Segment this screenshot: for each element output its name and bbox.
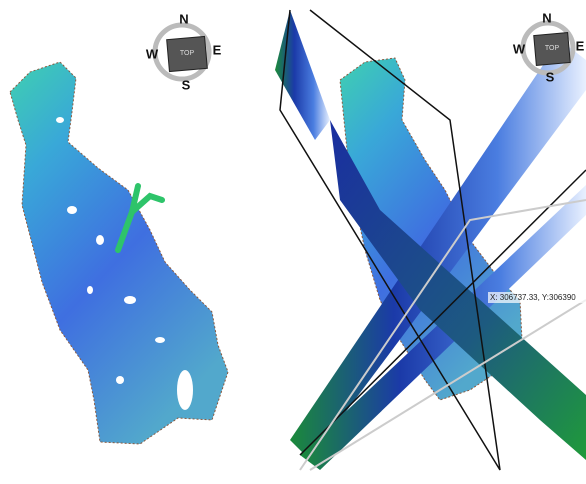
compass[interactable]: TOP N W E S <box>146 11 222 92</box>
coordinate-label: X: 306737.33, Y:306390 <box>490 293 576 302</box>
viewer: TOP N W E S X: 306737.33, Y:306390 TOP N… <box>0 0 586 484</box>
compass-top: TOP <box>180 50 195 57</box>
compass-top: TOP <box>545 45 560 52</box>
left-view: TOP N W E S <box>10 11 228 444</box>
compass-south: S <box>182 77 191 92</box>
compass-east: E <box>213 42 222 57</box>
compass-north: N <box>542 10 551 25</box>
compass-south: S <box>546 69 555 84</box>
compass-west: W <box>513 41 526 56</box>
page: TOP N W E S X: 306737.33, Y:306390 TOP N… <box>0 0 586 484</box>
compass-east: E <box>576 38 585 53</box>
ore-body <box>10 62 228 444</box>
right-view: X: 306737.33, Y:306390 TOP N W E S <box>275 10 586 470</box>
compass-north: N <box>179 11 188 26</box>
compass-west: W <box>146 46 159 61</box>
